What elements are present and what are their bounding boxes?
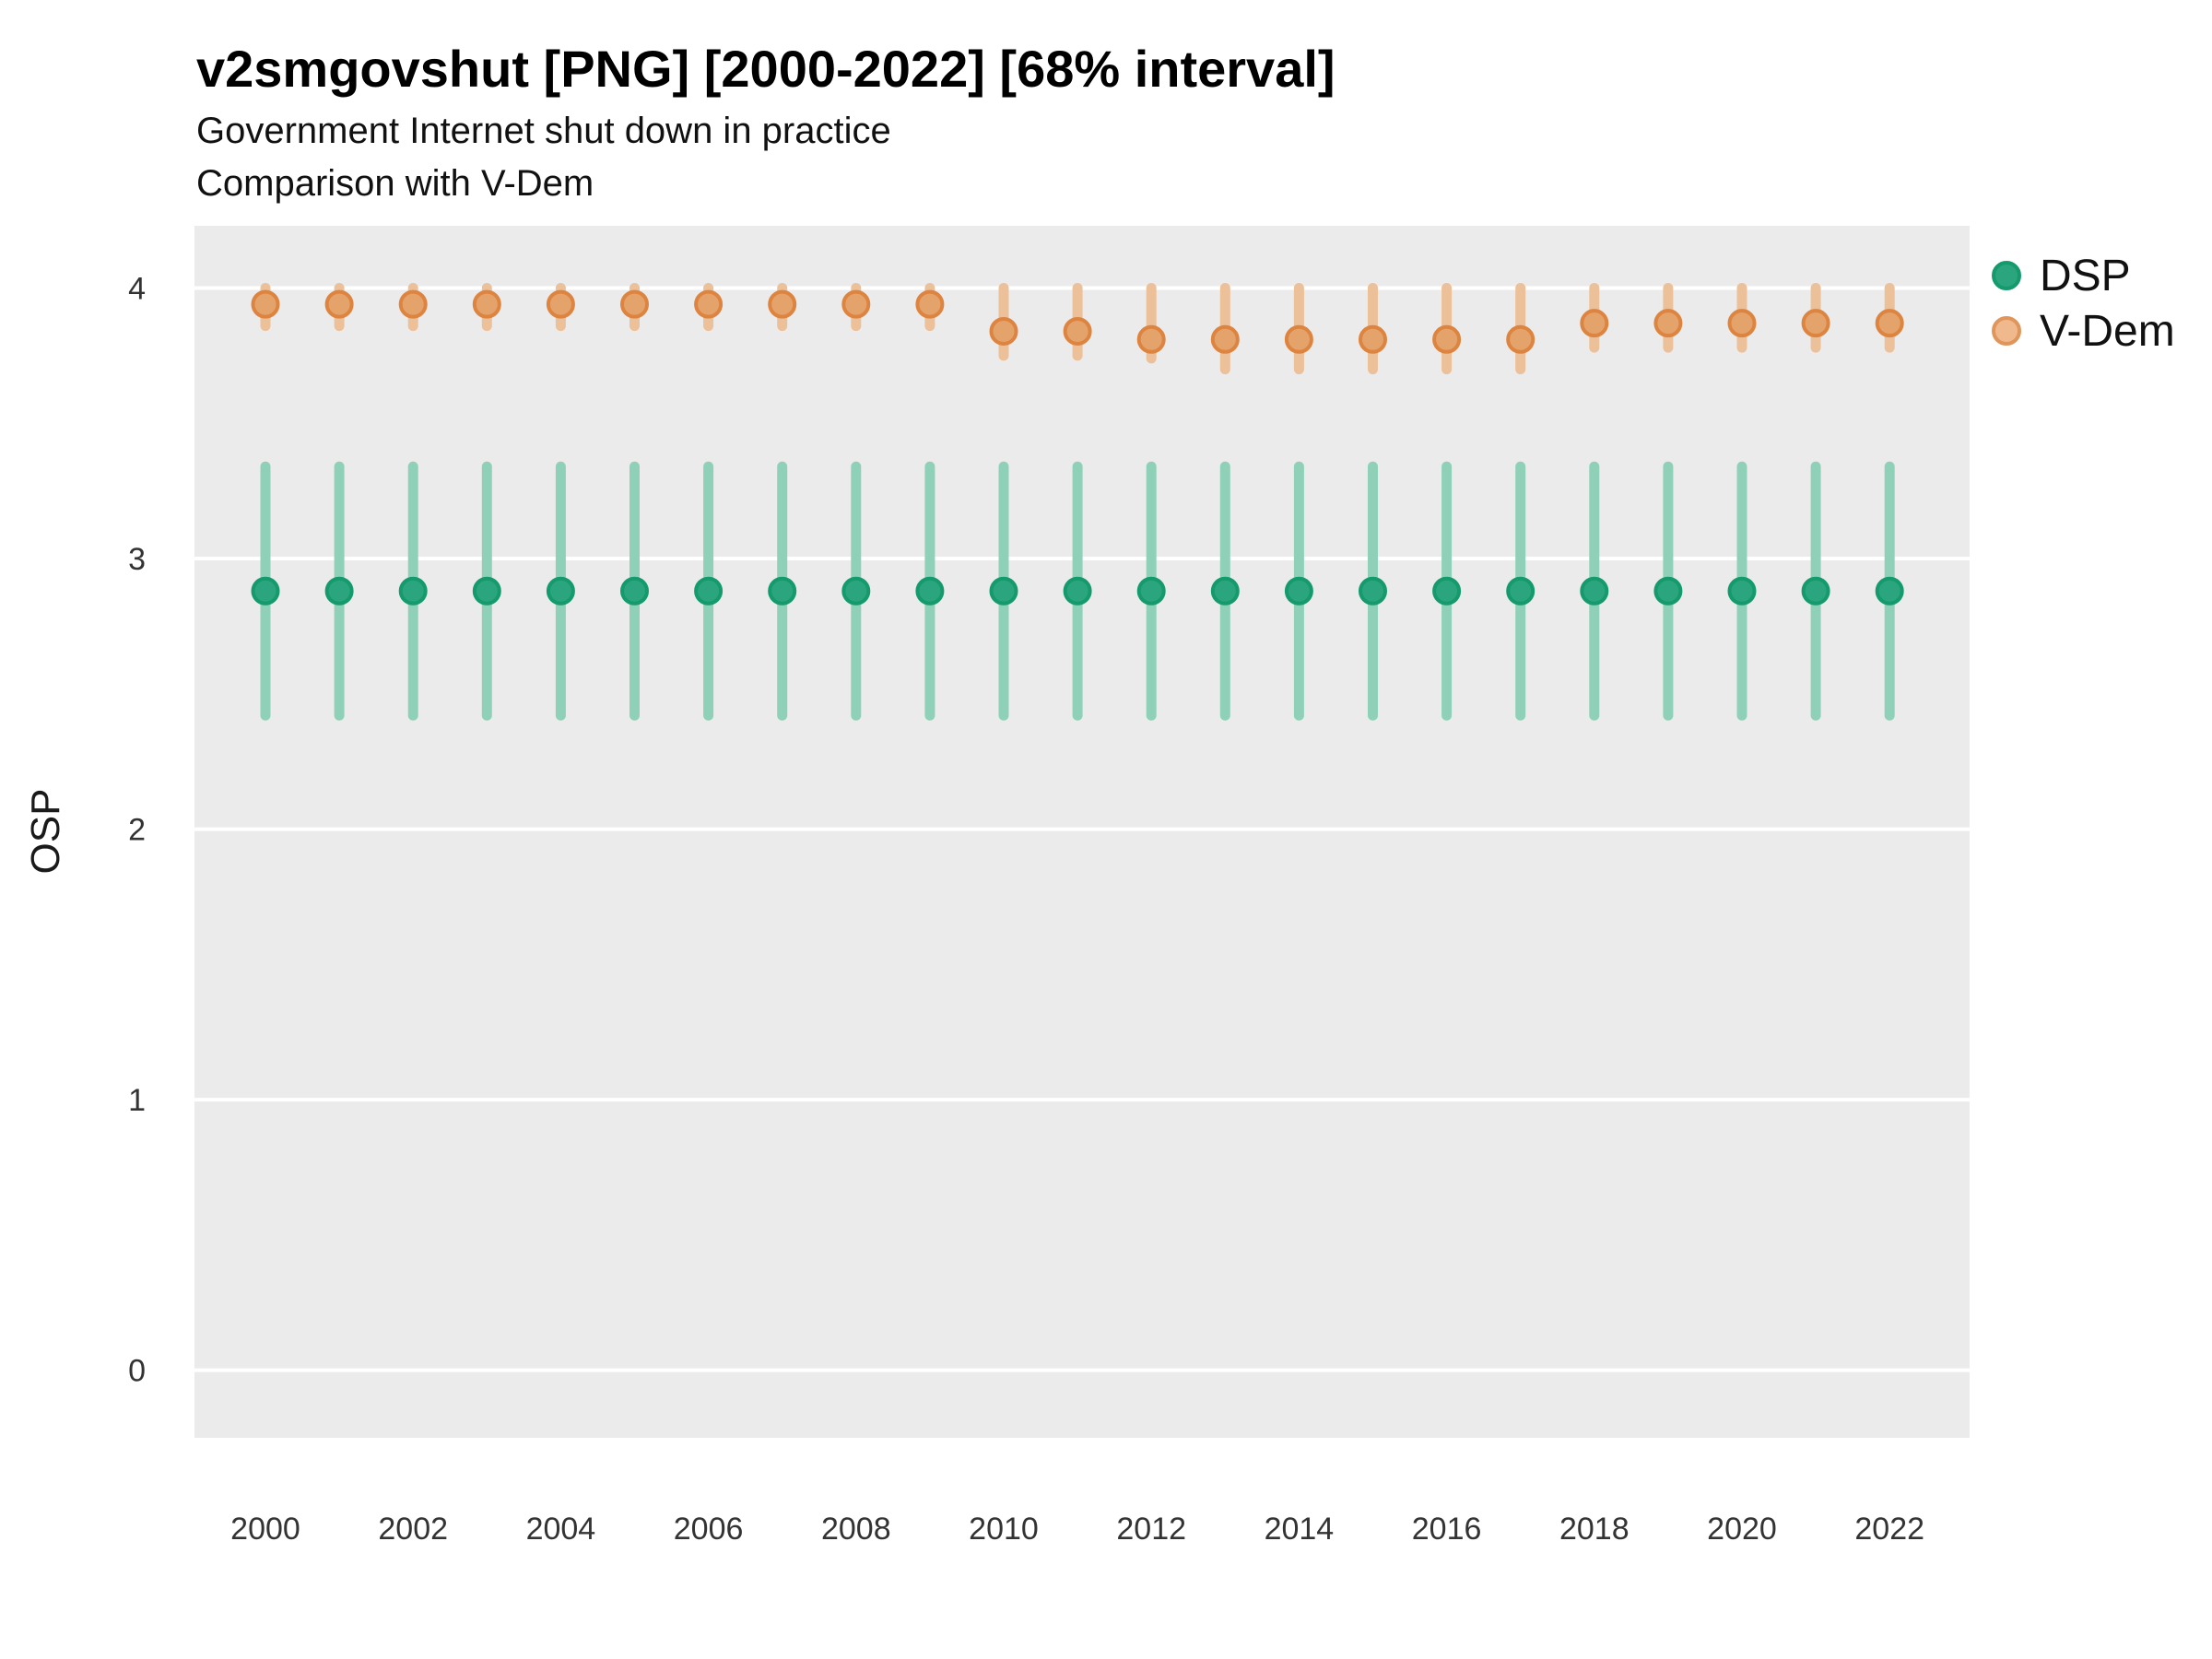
dsp-point [1432,576,1462,606]
x-tick-label: 2000 [230,1512,300,1547]
dsp-point [1359,576,1387,606]
dsp-point [694,576,724,606]
dsp-point [989,576,1018,606]
vdem-point [694,289,724,319]
vdem-point [989,316,1018,346]
dsp-point [620,576,649,606]
vdem-point [1875,309,1904,338]
vdem-point [1727,309,1757,338]
vdem-point [1136,324,1166,354]
vdem-point [472,289,501,319]
y-tick-label: 2 [128,813,146,848]
dsp-point [1653,576,1683,606]
vdem-point [324,289,354,319]
y-tick-label: 1 [128,1083,146,1118]
vdem-legend-dot-icon [1992,316,2021,346]
x-tick-label: 2014 [1265,1512,1335,1547]
dsp-point [1136,576,1166,606]
vdem-point [1506,324,1535,354]
y-tick-label: 0 [128,1354,146,1389]
dsp-legend-dot-icon [1992,261,2021,290]
plot-panel-bg [194,226,1970,1438]
x-tick-label: 2008 [821,1512,891,1547]
dsp-point [251,576,280,606]
x-tick-label: 2002 [378,1512,448,1547]
dsp-point [1580,576,1609,606]
dsp-point [915,576,945,606]
x-tick-label: 2006 [674,1512,744,1547]
chart-subtitle-2: Comparison with V-Dem [196,163,594,204]
dsp-point [1284,576,1313,606]
dsp-point [841,576,871,606]
dsp-point [1875,576,1904,606]
dsp-point [1506,576,1535,606]
chart-title: v2smgovshut [PNG] [2000-2022] [68% inter… [196,40,1335,98]
vdem-point [1359,324,1387,354]
y-tick-label: 4 [128,272,146,307]
dsp-point [768,576,797,606]
vdem-point [1653,309,1683,338]
vdem-point [620,289,649,319]
dsp-point [1063,576,1092,606]
vdem-point [546,289,575,319]
dsp-point [1727,576,1757,606]
dsp-point [546,576,575,606]
vdem-point [841,289,871,319]
x-tick-label: 2012 [1116,1512,1186,1547]
vdem-point [251,289,280,319]
vdem-point [398,289,428,319]
x-tick-label: 2004 [526,1512,596,1547]
vdem-point [1210,324,1240,354]
x-tick-label: 2020 [1707,1512,1777,1547]
vdem-point [1580,309,1609,338]
vdem-point [1432,324,1462,354]
dsp-point [324,576,354,606]
y-tick-label: 3 [128,542,146,577]
vdem-point [1063,316,1092,346]
vdem-point [768,289,797,319]
legend-item-vdem: V-Dem [1992,306,2175,356]
x-tick-label: 2016 [1412,1512,1482,1547]
vdem-point [1284,324,1313,354]
x-tick-label: 2022 [1854,1512,1924,1547]
legend-label-vdem: V-Dem [2040,306,2175,356]
vdem-point [915,289,945,319]
chart-subtitle: Government Internet shut down in practic… [196,111,891,151]
dsp-point [398,576,428,606]
dsp-point [1801,576,1830,606]
legend-item-dsp: DSP [1992,252,2131,300]
dsp-point [472,576,501,606]
x-tick-label: 2018 [1559,1512,1630,1547]
x-tick-label: 2010 [969,1512,1039,1547]
legend-label-dsp: DSP [2040,251,2131,300]
dsp-point [1210,576,1240,606]
vdem-point [1801,309,1830,338]
